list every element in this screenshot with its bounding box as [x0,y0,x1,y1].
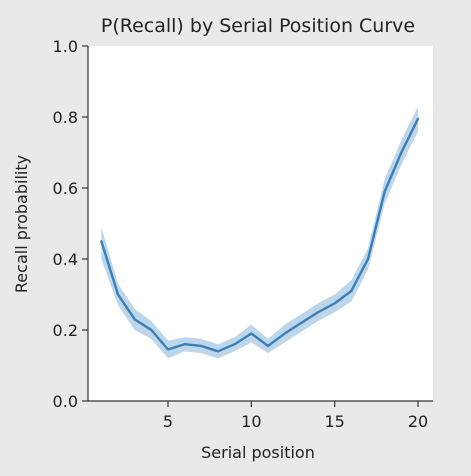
y-tick-label: 0.0 [53,392,78,411]
y-tick-label: 0.4 [53,250,78,269]
x-tick-label: 15 [324,412,344,431]
x-ticks: 5 10 15 20 [163,401,428,431]
x-axis-label: Serial position [201,443,315,462]
x-tick-label: 20 [408,412,428,431]
y-ticks: 0.0 0.2 0.4 0.6 0.8 1.0 [53,37,88,411]
chart-title: P(Recall) by Serial Position Curve [101,15,415,37]
x-tick-label: 5 [163,412,173,431]
y-tick-label: 0.6 [53,179,78,198]
confidence-band [101,106,418,359]
x-tick-label: 10 [241,412,261,431]
y-tick-label: 1.0 [53,37,78,56]
confidence-band-layer [101,106,418,359]
series-line [100,117,420,353]
y-tick-label: 0.2 [53,321,78,340]
y-tick-label: 0.8 [53,108,78,127]
series-layer [100,117,420,353]
y-axis-label: Recall probability [12,155,31,293]
